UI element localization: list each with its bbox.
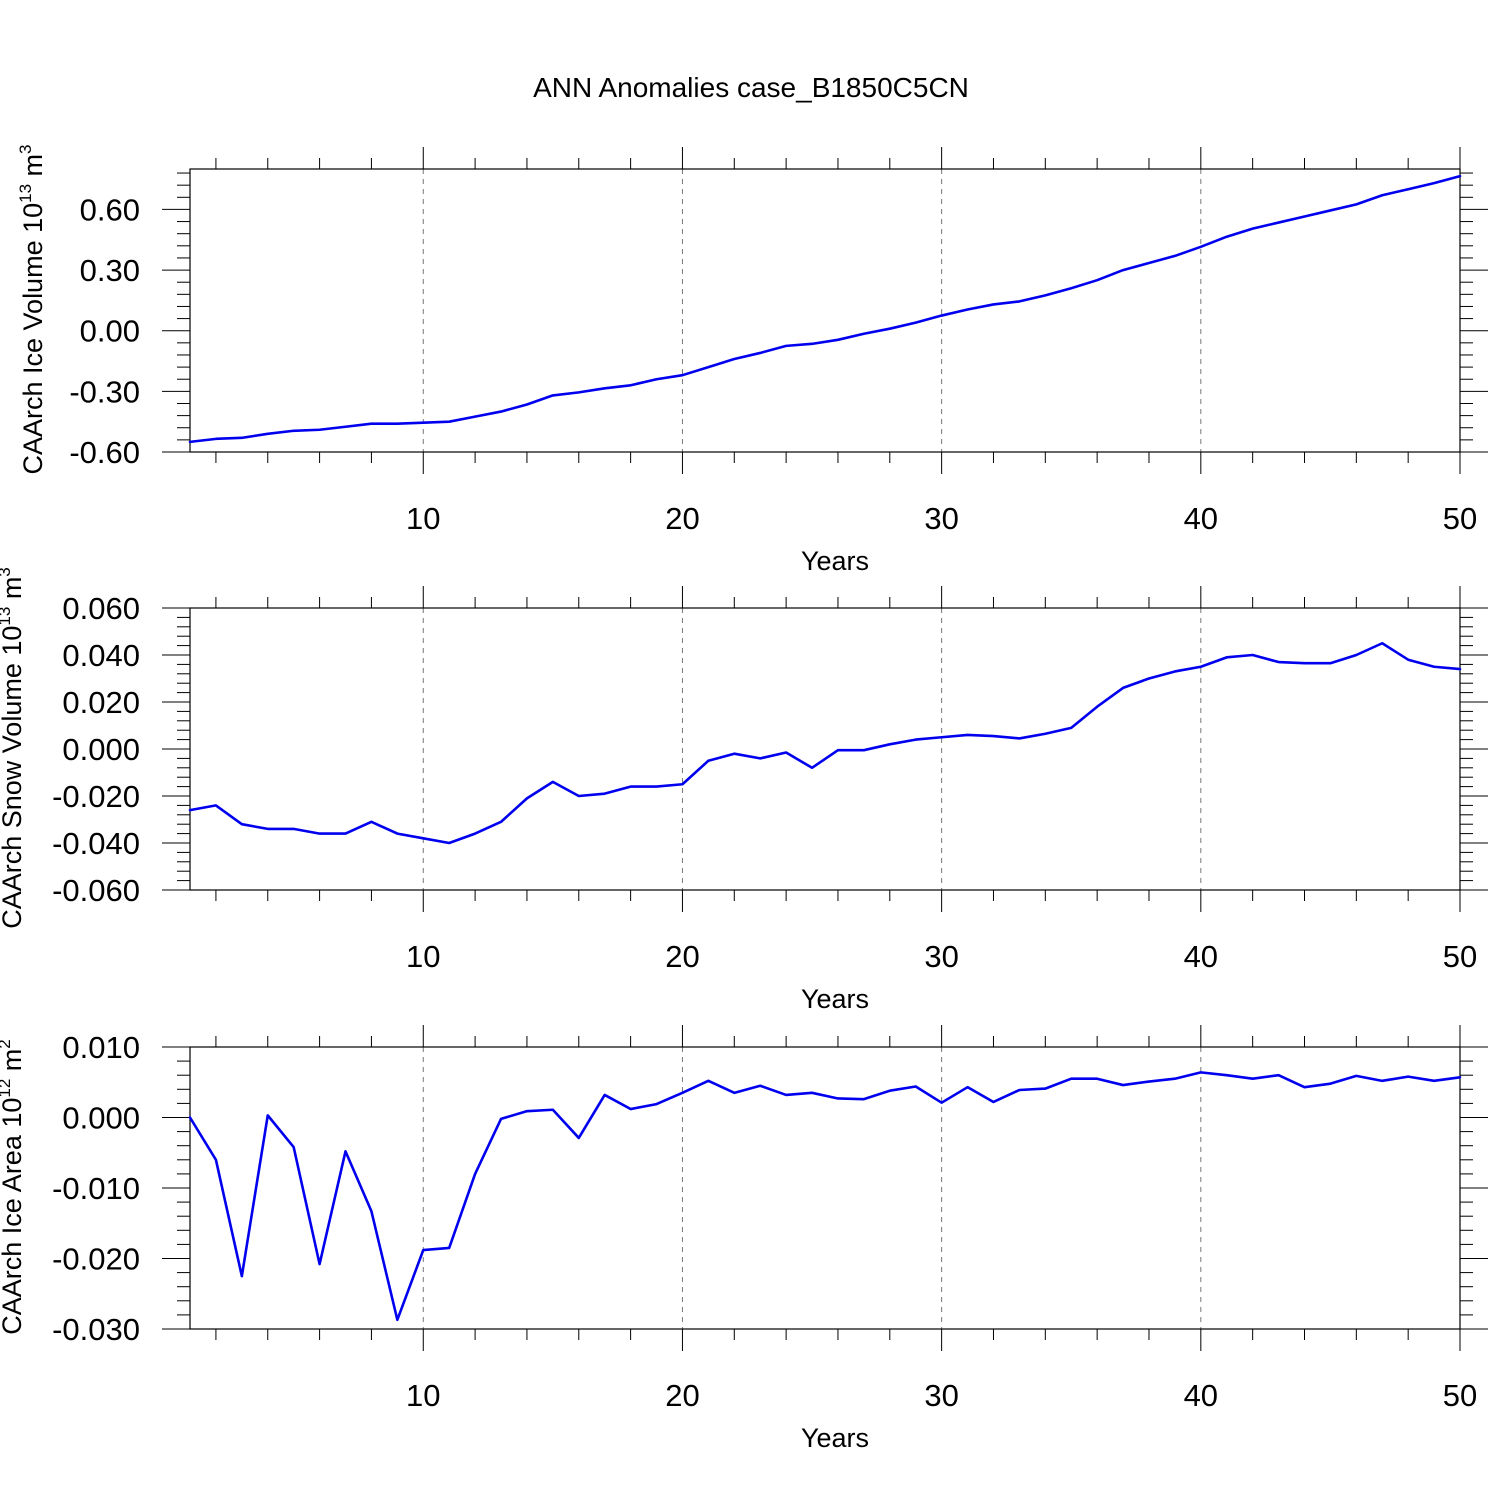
x-tick-label: 20 [665, 1378, 699, 1413]
y-tick-label: 0.010 [62, 1030, 140, 1065]
x-tick-label: 50 [1443, 501, 1477, 536]
series-line [188, 1071, 1462, 1322]
x-tick-label: 30 [924, 939, 958, 974]
y-tick-label: -0.010 [52, 1171, 140, 1206]
y-tick-label: 0.60 [80, 192, 140, 227]
y-tick-label: 0.00 [80, 314, 140, 349]
panels: 10 20 30 40 50 -0.60 -0.30 0.00 0.30 0.60 Years CAA… [0, 144, 1488, 1453]
x-tick-label: 10 [406, 1378, 440, 1413]
series-line [188, 641, 1462, 845]
x-tick-label: 10 [406, 939, 440, 974]
panel-3: 10 20 30 40 50 -0.030 -0.020 -0.010 0.000 0.010 Ye… [0, 1025, 1488, 1453]
y-axis-label-unit-exponent: 3 [16, 144, 35, 153]
y-tick-label: 0.020 [62, 685, 140, 720]
x-axis-label: Years [801, 984, 869, 1014]
y-tick-label: -0.060 [52, 873, 140, 908]
y-tick-label: 0.000 [62, 1101, 140, 1136]
panel-2: 10 20 30 40 50 -0.060 -0.040 -0.020 0.000 0.020 0.… [0, 567, 1488, 1014]
x-tick-label: 40 [1184, 1378, 1218, 1413]
y-tick-label: 0.060 [62, 591, 140, 626]
x-tick-label: 50 [1443, 939, 1477, 974]
figure-title: ANN Anomalies case_B1850C5CN [533, 72, 969, 103]
y-axis-label-unit-exponent: 3 [0, 567, 14, 576]
panel-1: 10 20 30 40 50 -0.60 -0.30 0.00 0.30 0.60 Years CAA… [16, 144, 1488, 576]
y-tick-label: -0.040 [52, 826, 140, 861]
y-axis-label: CAArch Ice Volume 1013 m3 [16, 144, 48, 474]
y-tick-label: -0.60 [69, 435, 140, 470]
y-axis-label-exponent: 13 [16, 184, 35, 203]
y-axis-label-exponent: 13 [0, 607, 14, 626]
y-axis-label-unit: m [0, 1049, 27, 1079]
x-axis-label: Years [801, 546, 869, 576]
y-axis-label-exponent: 12 [0, 1079, 14, 1098]
x-tick-label: 20 [665, 939, 699, 974]
x-axis-label: Years [801, 1423, 869, 1453]
y-axis-label-unit-exponent: 2 [0, 1039, 14, 1048]
x-tick-label: 40 [1184, 501, 1218, 536]
y-axis-label-text: CAArch Ice Area 10 [0, 1098, 27, 1335]
y-tick-label: 0.040 [62, 638, 140, 673]
y-tick-label: -0.020 [52, 1242, 140, 1277]
y-axis-label-unit: m [18, 154, 48, 184]
y-tick-label: -0.020 [52, 779, 140, 814]
y-tick-label: -0.030 [52, 1312, 140, 1347]
x-tick-label: 30 [924, 501, 958, 536]
x-tick-label: 10 [406, 501, 440, 536]
series-line [188, 174, 1462, 444]
y-axis-label-text: CAArch Snow Volume 10 [0, 626, 27, 929]
y-axis-label-text: CAArch Ice Volume 10 [18, 203, 48, 475]
plot-frame [189, 168, 1461, 453]
y-tick-label: 0.30 [80, 253, 140, 288]
x-tick-label: 30 [924, 1378, 958, 1413]
x-tick-label: 20 [665, 501, 699, 536]
y-axis-label-unit: m [0, 577, 27, 607]
y-axis-label: CAArch Ice Area 1012 m2 [0, 1039, 27, 1335]
y-tick-label: -0.30 [69, 374, 140, 409]
y-axis-label: CAArch Snow Volume 1013 m3 [0, 567, 27, 929]
y-tick-label: 0.000 [62, 732, 140, 767]
x-tick-label: 40 [1184, 939, 1218, 974]
x-tick-label: 50 [1443, 1378, 1477, 1413]
